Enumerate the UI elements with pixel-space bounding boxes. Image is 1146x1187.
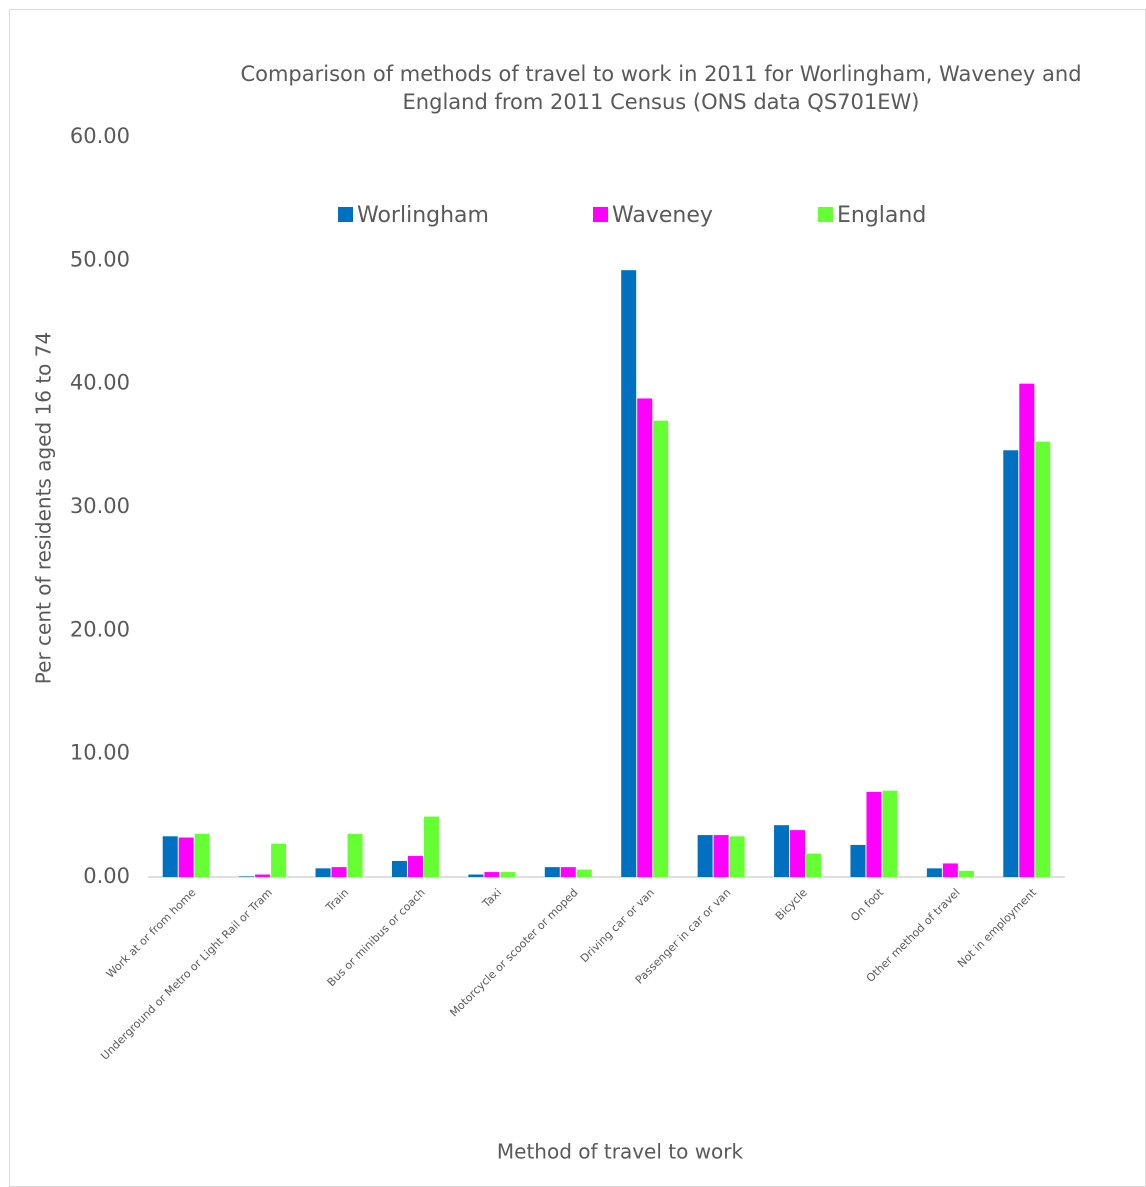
x-tick-label: On foot [848, 886, 887, 925]
bar [850, 844, 866, 877]
y-tick-label: 10.00 [70, 741, 130, 765]
x-tick-label: Driving car or van [578, 886, 657, 965]
bar [239, 876, 255, 877]
bar [958, 870, 974, 877]
x-tick-label: Train [323, 886, 352, 915]
bar [347, 833, 363, 877]
bar [774, 825, 790, 877]
y-tick-label: 0.00 [83, 864, 130, 888]
bar [729, 836, 745, 877]
y-tick-label: 50.00 [70, 247, 130, 271]
legend-swatch [338, 207, 353, 222]
bar [391, 860, 407, 877]
bar [162, 836, 178, 877]
x-axis-label: Method of travel to work [497, 1140, 744, 1164]
bar [331, 867, 347, 877]
bar [468, 874, 484, 877]
bar [790, 830, 806, 877]
legend-label: Waveney [612, 203, 713, 228]
x-tick-label: Bicycle [773, 886, 810, 923]
x-tick-label: Not in employment [955, 886, 1040, 971]
bar [194, 833, 210, 877]
bar [806, 853, 822, 877]
bar [1019, 383, 1035, 877]
bar [544, 867, 560, 877]
bar [1035, 441, 1051, 877]
x-tick-label: Underground or Metro or Light Rail or Tr… [98, 886, 275, 1063]
x-tick-label: Motorcycle or scooter or moped [447, 886, 580, 1019]
chart-border [9, 9, 1146, 1187]
y-axis-label: Per cent of residents aged 16 to 74 [32, 332, 56, 684]
x-tick-label: Taxi [479, 886, 504, 911]
legend-swatch [818, 207, 833, 222]
bar [697, 835, 713, 877]
bar [926, 868, 942, 877]
bar [866, 791, 882, 877]
bar [653, 420, 669, 877]
y-tick-label: 40.00 [70, 371, 130, 395]
bar [407, 856, 423, 877]
bar [560, 867, 576, 877]
chart-title: Comparison of methods of travel to work … [240, 62, 1082, 114]
bar [423, 816, 439, 877]
bar [271, 843, 287, 877]
y-tick-label: 20.00 [70, 617, 130, 641]
bar [621, 270, 637, 877]
bar [713, 835, 729, 877]
bar [255, 874, 271, 877]
bar [178, 837, 194, 877]
bar [576, 869, 592, 877]
bar [500, 872, 516, 877]
legend-swatch [593, 207, 608, 222]
bar [1003, 450, 1019, 877]
legend-label: England [837, 203, 926, 228]
legend-label: Worlingham [357, 203, 489, 228]
bar [942, 863, 958, 877]
bar [637, 398, 653, 877]
y-tick-label: 30.00 [70, 494, 130, 518]
bar [315, 868, 331, 877]
bar [882, 790, 898, 877]
y-tick-label: 60.00 [70, 124, 130, 148]
bar [484, 872, 500, 877]
